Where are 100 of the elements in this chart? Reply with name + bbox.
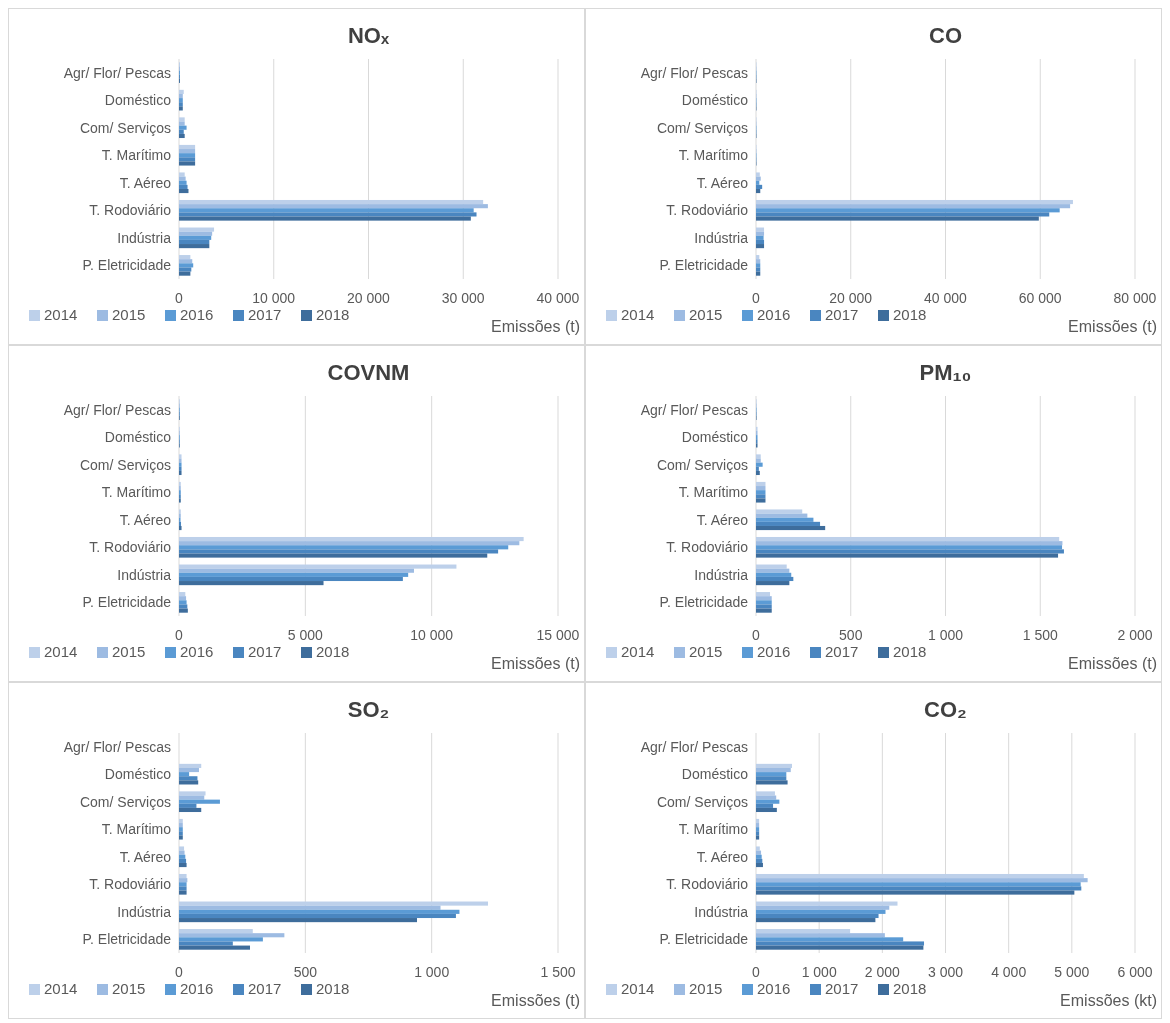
bar [756, 858, 763, 863]
bar [756, 823, 760, 828]
bar [179, 803, 197, 808]
bar [756, 481, 766, 487]
y-tick-label: Doméstico [104, 429, 172, 446]
x-tick-label: 60 000 [1018, 290, 1062, 306]
bar [179, 929, 253, 934]
y-tick-label: T. Rodoviário [666, 539, 749, 556]
bar [179, 596, 187, 601]
x-tick-label: 10 000 [410, 627, 454, 643]
bar [179, 466, 182, 471]
bar [756, 941, 925, 946]
bar [756, 905, 890, 910]
bar [179, 525, 182, 531]
x-tick-label: 0 [175, 964, 184, 980]
bar [179, 873, 187, 879]
bar [179, 918, 418, 923]
y-tick-label: T. Rodoviário [666, 202, 749, 219]
y-tick-label: Com/ Serviços [79, 456, 171, 473]
bar [179, 799, 220, 804]
bar [756, 878, 1088, 883]
bar [179, 608, 188, 613]
bar [179, 858, 187, 863]
legend-label: 2017 [825, 306, 859, 323]
legend-label: 2017 [825, 643, 859, 660]
bar [179, 267, 192, 272]
bar [179, 180, 187, 185]
bar [756, 204, 1071, 209]
bar [756, 545, 1063, 550]
bar [756, 592, 771, 597]
bar [756, 854, 762, 859]
bar [179, 772, 190, 777]
x-tick-label: 1 500 [1022, 627, 1058, 643]
legend-label: 2014 [44, 306, 78, 323]
bar [179, 600, 187, 605]
legend-label: 2015 [112, 306, 146, 323]
bar [756, 536, 1060, 542]
bar [756, 835, 760, 840]
bar [756, 454, 761, 459]
legend-label: 2017 [248, 306, 282, 323]
bar [756, 239, 765, 245]
bar [179, 199, 484, 205]
bar [179, 188, 189, 194]
y-tick-label: P. Eletricidade [82, 594, 172, 611]
y-tick-label: Agr/ Flor/ Pescas [640, 401, 748, 418]
y-tick-label: T. Marítimo [678, 484, 749, 501]
x-tick-label: 0 [175, 627, 184, 643]
y-tick-label: T. Marítimo [678, 147, 749, 164]
bar [179, 231, 213, 236]
y-tick-label: Com/ Serviços [656, 119, 748, 136]
bar [179, 227, 215, 232]
bar [179, 850, 185, 855]
chart-title: SO₂ [347, 697, 390, 722]
bar [179, 763, 202, 768]
bar [179, 161, 196, 166]
bar [179, 831, 183, 836]
legend-label: 2018 [893, 980, 927, 997]
bar [179, 937, 263, 942]
y-tick-label: T. Aéreo [696, 511, 749, 528]
legend-label: 2018 [316, 643, 350, 660]
bar [756, 564, 787, 569]
y-tick-label: Doméstico [104, 766, 172, 783]
legend-label: 2015 [112, 980, 146, 997]
bar [179, 576, 403, 582]
bar [179, 909, 460, 914]
x-tick-label: 2 000 [1117, 627, 1153, 643]
bar [756, 521, 821, 526]
bar [179, 823, 183, 828]
bar [756, 572, 792, 577]
x-tick-label: 5 000 [1054, 964, 1090, 980]
bar [756, 576, 794, 582]
bar [179, 945, 250, 950]
x-tick-label: 20 000 [347, 290, 391, 306]
x-axis-title: Emissões (t) [491, 318, 580, 335]
bar [179, 212, 477, 217]
x-axis-title: Emissões (t) [491, 655, 580, 672]
bar [756, 913, 879, 919]
y-tick-label: Doméstico [104, 92, 172, 109]
bar [179, 271, 191, 276]
legend-label: 2015 [689, 643, 723, 660]
bar [179, 886, 187, 891]
bar [179, 549, 499, 554]
bar [756, 525, 826, 531]
bar [179, 553, 488, 558]
bar [756, 882, 1081, 887]
legend-label: 2018 [316, 980, 350, 997]
bar [756, 776, 787, 781]
y-tick-label: T. Rodoviário [666, 876, 749, 893]
y-tick-label: Doméstico [681, 92, 749, 109]
y-tick-label: Agr/ Flor/ Pescas [63, 738, 171, 755]
y-tick-label: P. Eletricidade [659, 931, 749, 948]
y-tick-label: Agr/ Flor/ Pescas [63, 401, 171, 418]
bar [756, 803, 774, 808]
bar [756, 827, 760, 832]
bar [179, 117, 185, 122]
bar [179, 255, 191, 260]
chart-title: NOₓ [347, 23, 390, 48]
bar [756, 470, 760, 476]
bar [179, 890, 187, 895]
bar [179, 89, 184, 94]
